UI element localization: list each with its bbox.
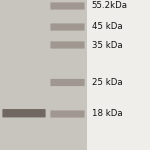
Text: 45 kDa: 45 kDa xyxy=(92,22,122,32)
Bar xyxy=(0,0,87,150)
FancyBboxPatch shape xyxy=(50,41,85,49)
FancyBboxPatch shape xyxy=(50,79,85,86)
Text: 55.2kDa: 55.2kDa xyxy=(92,2,128,10)
Text: 25 kDa: 25 kDa xyxy=(92,78,122,87)
Bar xyxy=(87,0,150,150)
FancyBboxPatch shape xyxy=(2,109,46,117)
FancyBboxPatch shape xyxy=(50,23,85,31)
FancyBboxPatch shape xyxy=(50,2,85,10)
Text: 18 kDa: 18 kDa xyxy=(92,110,122,118)
FancyBboxPatch shape xyxy=(50,110,85,118)
Text: 35 kDa: 35 kDa xyxy=(92,40,122,50)
